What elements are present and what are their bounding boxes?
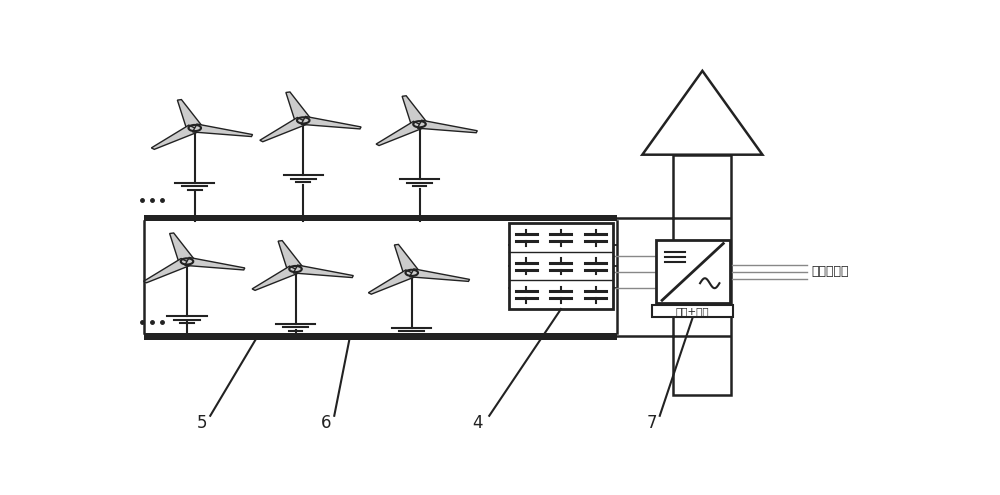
Bar [673,154,731,395]
Polygon shape [151,125,201,149]
Polygon shape [144,258,193,283]
Bar [652,305,733,317]
Polygon shape [252,266,301,291]
Text: 6: 6 [321,414,332,433]
Polygon shape [286,92,311,121]
Bar [144,333,617,340]
Bar [509,223,613,309]
Text: 7: 7 [647,414,657,433]
Polygon shape [394,245,420,274]
Polygon shape [170,233,195,262]
Bar [656,241,730,303]
Polygon shape [402,96,428,125]
Polygon shape [260,117,309,142]
Polygon shape [376,121,425,146]
Polygon shape [293,265,353,278]
Polygon shape [642,71,762,154]
Polygon shape [278,241,304,270]
Polygon shape [417,120,477,133]
Bar [144,214,617,221]
Polygon shape [177,99,203,129]
Polygon shape [410,269,470,281]
Text: 5: 5 [197,414,208,433]
Polygon shape [185,257,245,270]
Polygon shape [193,124,253,137]
Text: 4: 4 [472,414,483,433]
Polygon shape [368,270,418,294]
Text: 整流+逆变: 整流+逆变 [676,306,710,316]
Text: 至交流电网: 至交流电网 [811,265,848,278]
Polygon shape [301,116,361,129]
